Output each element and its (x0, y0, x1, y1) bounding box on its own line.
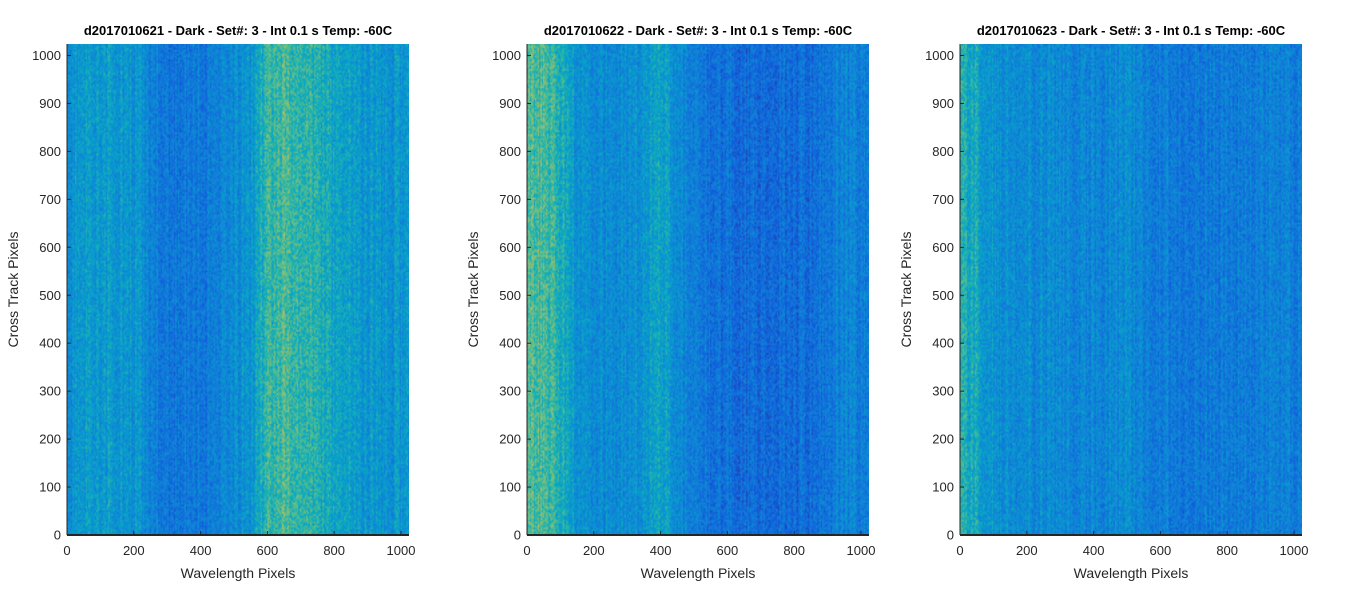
y-tick-label: 100 (932, 480, 954, 495)
x-tick-label: 800 (783, 543, 805, 558)
heatmap-svg: 0 200 400 600 800 1000 0 100 200 300 400 500 600 700 8… (5, 23, 416, 581)
heatmap-panel-2: 0 200 400 600 800 1000 0 100 200 300 400 500 600 700 8… (465, 20, 880, 595)
heatmap-image (527, 44, 869, 535)
x-axis-label: Wavelength Pixels (181, 565, 296, 581)
heatmap-panel-3: 0 200 400 600 800 1000 0 100 200 300 400 500 600 700 8… (898, 20, 1313, 595)
y-tick-label: 800 (499, 144, 521, 159)
y-tick-label: 800 (932, 144, 954, 159)
heatmap-image (960, 44, 1302, 535)
y-tick-label: 0 (514, 528, 521, 543)
y-tick-label: 600 (39, 240, 61, 255)
heatmap-svg: 0 200 400 600 800 1000 0 100 200 300 400 500 600 700 8… (898, 23, 1309, 581)
y-tick-label: 0 (947, 528, 954, 543)
y-tick-label: 700 (932, 192, 954, 207)
x-tick-label: 800 (323, 543, 345, 558)
x-tick-label: 1000 (387, 543, 416, 558)
heatmap-svg: 0 200 400 600 800 1000 0 100 200 300 400 500 600 700 8… (465, 23, 876, 581)
y-tick-label: 700 (39, 192, 61, 207)
x-tick-label: 1000 (1280, 543, 1309, 558)
x-tick-label: 400 (190, 543, 212, 558)
y-tick-label: 500 (932, 288, 954, 303)
x-tick-label: 1000 (847, 543, 876, 558)
y-tick-label: 200 (932, 432, 954, 447)
y-tick-label: 400 (39, 336, 61, 351)
y-tick-label: 100 (499, 480, 521, 495)
chart-title: d2017010622 - Dark - Set#: 3 - Int 0.1 s… (544, 23, 853, 38)
x-tick-label: 600 (1150, 543, 1172, 558)
x-tick-label: 0 (523, 543, 530, 558)
x-tick-label: 800 (1216, 543, 1238, 558)
x-tick-label: 400 (650, 543, 672, 558)
y-tick-label: 500 (39, 288, 61, 303)
y-tick-label: 200 (499, 432, 521, 447)
y-tick-label: 900 (499, 96, 521, 111)
chart-title: d2017010623 - Dark - Set#: 3 - Int 0.1 s… (977, 23, 1286, 38)
y-tick-label: 600 (932, 240, 954, 255)
x-tick-label: 200 (583, 543, 605, 558)
heatmap-image (67, 44, 409, 535)
y-tick-label: 900 (932, 96, 954, 111)
y-tick-label: 300 (499, 384, 521, 399)
y-tick-label: 1000 (492, 48, 521, 63)
x-axis-label: Wavelength Pixels (641, 565, 756, 581)
y-tick-label: 1000 (32, 48, 61, 63)
y-tick-label: 1000 (925, 48, 954, 63)
y-tick-label: 100 (39, 480, 61, 495)
y-tick-label: 0 (54, 528, 61, 543)
x-tick-label: 600 (717, 543, 739, 558)
y-tick-label: 500 (499, 288, 521, 303)
y-tick-label: 800 (39, 144, 61, 159)
y-tick-label: 400 (499, 336, 521, 351)
y-tick-label: 900 (39, 96, 61, 111)
y-tick-label: 700 (499, 192, 521, 207)
x-tick-label: 0 (63, 543, 70, 558)
x-tick-label: 400 (1083, 543, 1105, 558)
chart-title: d2017010621 - Dark - Set#: 3 - Int 0.1 s… (84, 23, 393, 38)
y-axis-label: Cross Track Pixels (465, 232, 481, 348)
y-tick-label: 600 (499, 240, 521, 255)
x-tick-label: 200 (1016, 543, 1038, 558)
y-tick-label: 300 (39, 384, 61, 399)
y-axis-label: Cross Track Pixels (5, 232, 21, 348)
heatmap-panel-1: 0 200 400 600 800 1000 0 100 200 300 400 500 600 700 8… (5, 20, 420, 595)
x-axis-label: Wavelength Pixels (1074, 565, 1189, 581)
x-tick-label: 600 (257, 543, 279, 558)
x-tick-label: 200 (123, 543, 145, 558)
y-tick-label: 400 (932, 336, 954, 351)
x-tick-label: 0 (956, 543, 963, 558)
y-tick-label: 300 (932, 384, 954, 399)
y-tick-label: 200 (39, 432, 61, 447)
y-axis-label: Cross Track Pixels (898, 232, 914, 348)
